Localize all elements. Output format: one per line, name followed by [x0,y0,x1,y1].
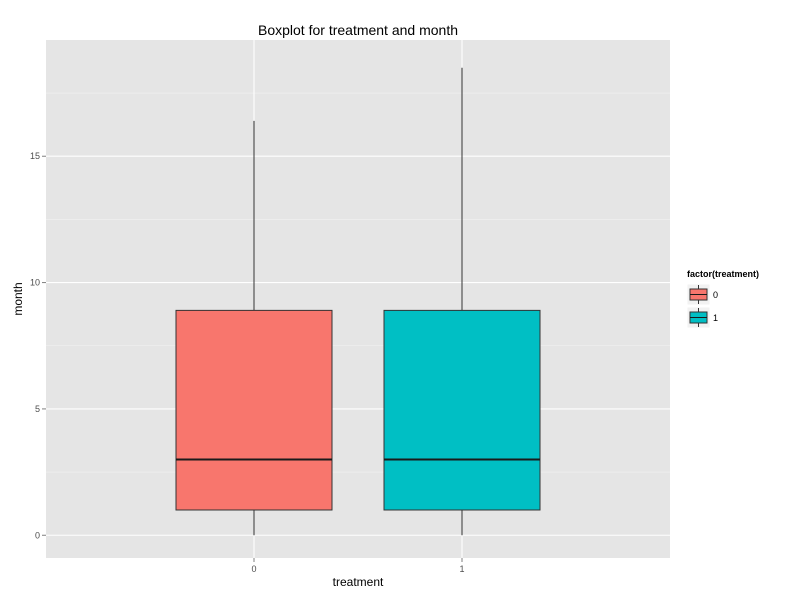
y-tick-label: 10 [30,278,40,288]
box-1 [383,67,541,536]
x-tick-label: 1 [459,564,464,574]
legend: factor(treatment) 01 [686,269,759,329]
box-0 [175,120,333,536]
legend-item-0: 0 [686,283,718,306]
legend-item-1: 1 [686,306,718,329]
legend-title: factor(treatment) [687,269,759,279]
y-axis-title: month [11,282,25,315]
y-tick-label: 15 [30,151,40,161]
legend-items: 01 [686,283,718,329]
y-tick-label: 5 [35,404,40,414]
legend-label: 1 [713,313,718,323]
y-axis: 0 5 10 15 [30,151,46,540]
x-tick-label: 0 [251,564,256,574]
iqr-box [383,309,541,511]
iqr-box [175,309,333,511]
minor-gridlines [46,92,670,473]
x-axis-title: treatment [333,575,384,589]
y-tick-label: 0 [35,530,40,540]
boxes [175,67,541,536]
plot-panel [46,40,670,558]
legend-label: 0 [713,290,718,300]
chart-title: Boxplot for treatment and month [258,22,458,38]
